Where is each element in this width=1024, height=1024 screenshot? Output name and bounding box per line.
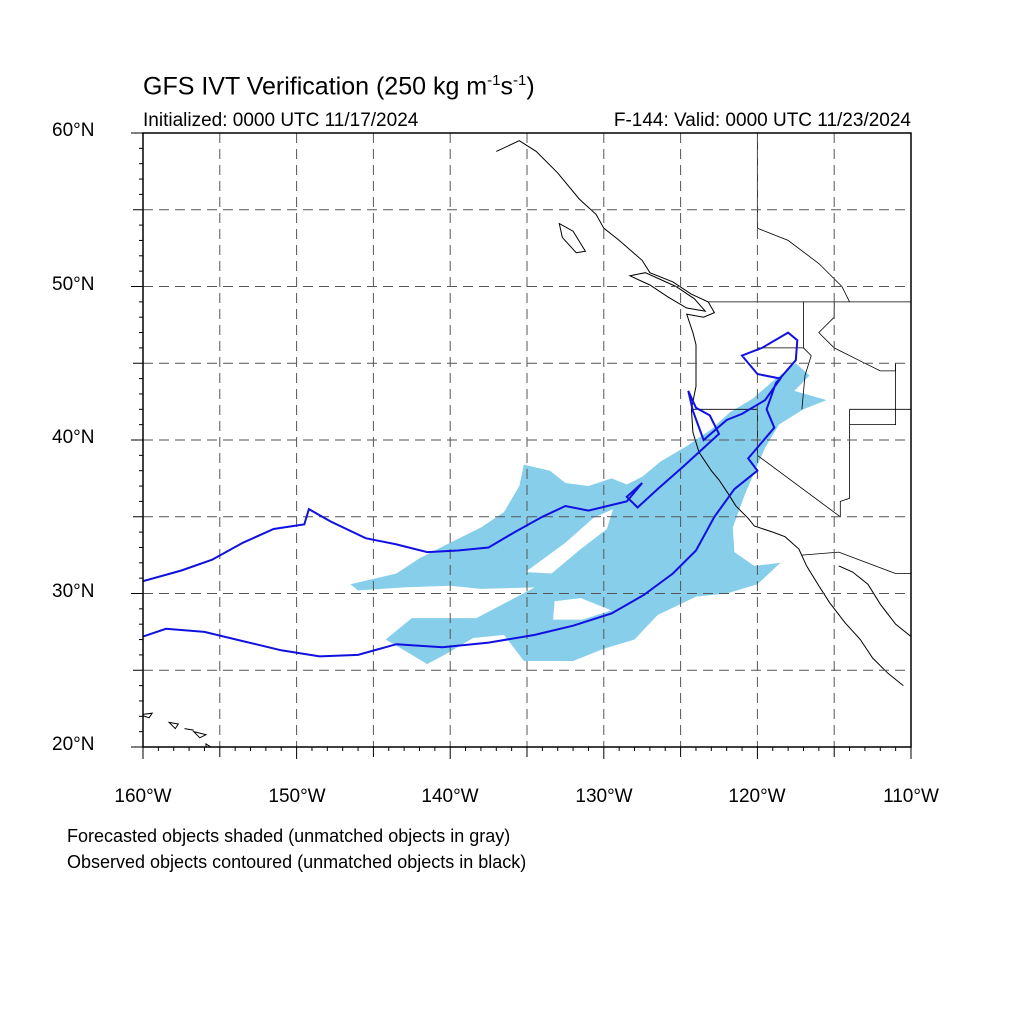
lon-label-110w: 110°W [883, 786, 939, 807]
lat-label-60n: 60°N [52, 120, 95, 141]
border-line-10 [757, 133, 850, 303]
observed-legend-note: Observed objects contoured (unmatched ob… [67, 852, 527, 872]
hawaii-island-3 [192, 730, 208, 739]
border-line-7 [839, 409, 850, 517]
forecast-legend-note: Forecasted objects shaded (unmatched obj… [67, 826, 511, 846]
gulf-of-california-coast [838, 565, 911, 637]
map-frame [142, 132, 912, 748]
forecast-ivt-object [350, 363, 827, 665]
border-line-8 [818, 301, 896, 372]
lon-label-150w: 150°W [268, 786, 326, 807]
hawaii-island-1 [167, 721, 180, 730]
border-line-9 [849, 363, 896, 425]
graticule-grid [143, 133, 911, 747]
lon-label-140w: 140°W [421, 786, 479, 807]
haida-gwaii-island [558, 222, 587, 254]
valid-time-label: F-144: Valid: 0000 UTC 11/23/2024 [613, 110, 911, 131]
hawaii-island-0 [143, 712, 154, 719]
vancouver-island [628, 272, 707, 312]
hawaii-island-2 [184, 728, 194, 731]
lat-label-20n: 20°N [52, 734, 95, 755]
observed-ivt-contour [143, 331, 799, 658]
init-time-label: Initialized: 0000 UTC 11/17/2024 [143, 110, 419, 131]
border-line-4 [801, 301, 812, 410]
lat-label-30n: 30°N [52, 581, 95, 602]
west-coast-line [496, 140, 904, 686]
coastlines [143, 140, 911, 747]
lon-label-120w: 120°W [728, 786, 786, 807]
lat-label-50n: 50°N [52, 274, 95, 295]
border-line-3 [801, 551, 911, 574]
lon-label-130w: 130°W [575, 786, 633, 807]
lon-label-160w: 160°W [114, 786, 172, 807]
lat-label-40n: 40°N [52, 427, 95, 448]
chart-title: GFS IVT Verification (250 kg m-1s-1) [143, 72, 535, 101]
